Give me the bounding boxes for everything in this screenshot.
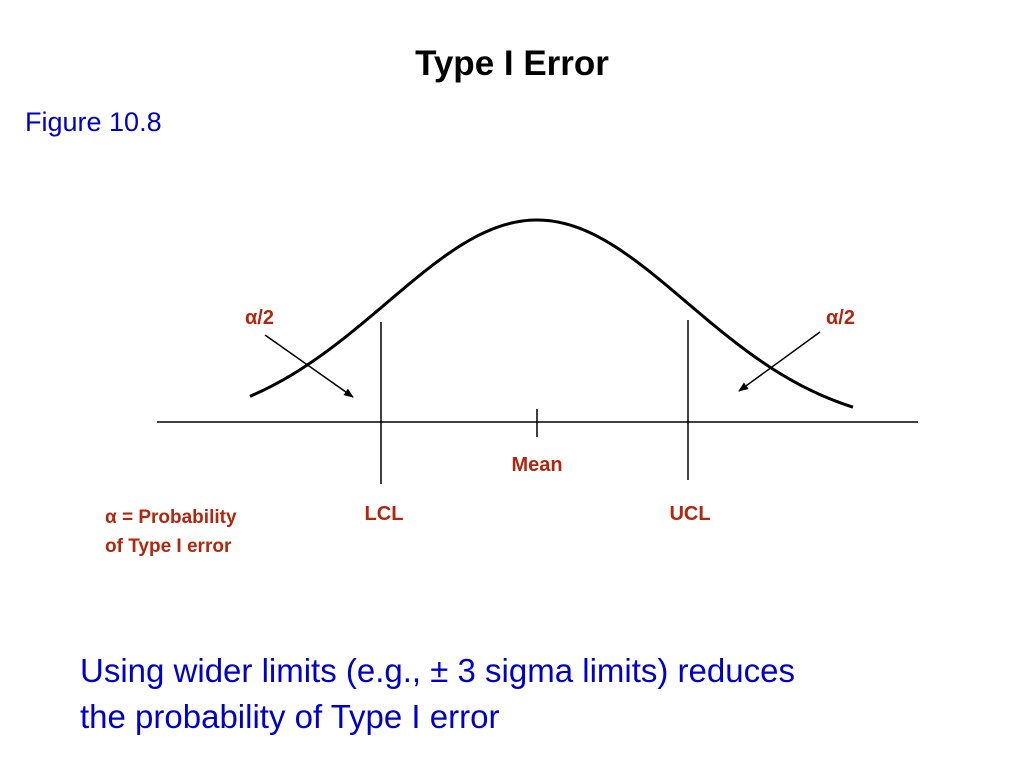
ucl-label: UCL [669,503,710,525]
alpha-legend: α = Probability of Type I error [105,503,237,561]
caption-line-1: Using wider limits (e.g., ± 3 sigma limi… [80,652,795,689]
right-tail-arrow [738,331,821,392]
left-tail-arrow [264,334,354,398]
bell-curve [249,218,854,409]
right-tail-label: α/2 [826,307,855,329]
lcl-label: LCL [365,503,404,525]
alpha-legend-line-2: of Type I error [105,536,232,557]
left-tail-label: α/2 [245,307,274,329]
alpha-legend-line-1: α = Probability [105,507,237,528]
slide-caption: Using wider limits (e.g., ± 3 sigma limi… [80,648,980,740]
figure-label: Figure 10.8 [25,107,162,137]
caption-line-2: the probability of Type I error [80,698,500,735]
slide-title: Type I Error [415,44,609,83]
mean-label: Mean [511,454,562,476]
